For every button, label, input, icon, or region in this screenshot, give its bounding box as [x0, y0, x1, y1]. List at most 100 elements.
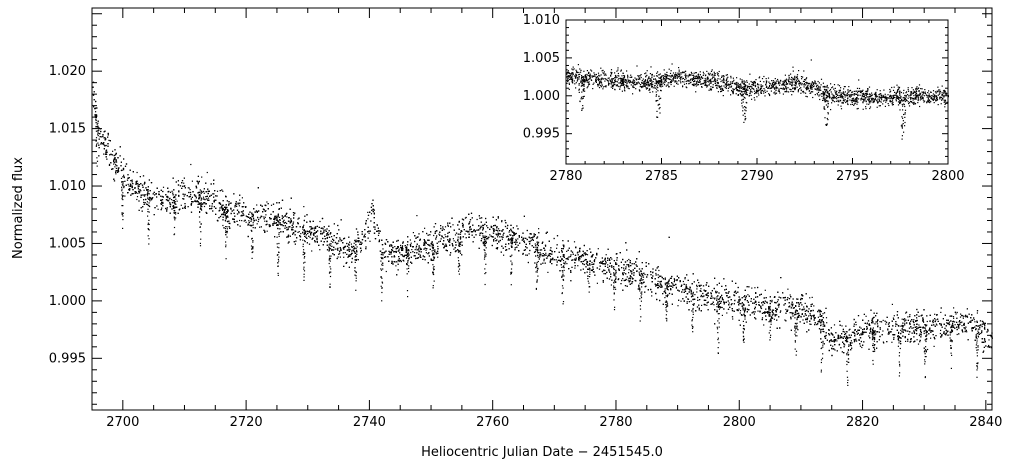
main-data-point [199, 189, 201, 191]
main-data-point [760, 307, 763, 310]
main-data-point [414, 249, 416, 251]
main-data-point [394, 261, 396, 263]
main-data-point [114, 162, 116, 164]
main-data-point [286, 236, 288, 238]
main-data-point [226, 226, 228, 228]
main-data-point [757, 286, 759, 289]
main-data-point [803, 306, 805, 308]
main-data-point [219, 207, 221, 209]
main-data-point [287, 229, 289, 231]
main-data-point [553, 237, 555, 240]
main-data-point [458, 233, 460, 235]
main-data-point [349, 254, 351, 256]
main-data-point [541, 249, 543, 251]
main-data-point [860, 327, 862, 329]
main-data-point [526, 238, 528, 241]
main-data-point [784, 319, 786, 321]
main-data-point [339, 252, 341, 254]
main-data-point [545, 252, 547, 254]
main-data-point [395, 265, 397, 267]
main-data-point [454, 234, 457, 236]
main-data-point [213, 200, 215, 202]
main-data-point [503, 254, 505, 256]
main-data-point [976, 312, 978, 314]
main-data-point [876, 341, 878, 343]
main-data-point [239, 219, 241, 222]
main-data-point [321, 227, 323, 229]
main-data-point [299, 239, 301, 241]
main-data-point [239, 225, 241, 227]
main-data-point [809, 323, 811, 325]
main-data-point [954, 321, 956, 323]
main-data-point [628, 269, 630, 271]
main-data-point [464, 217, 466, 219]
main-data-point [820, 310, 822, 313]
main-data-point [627, 279, 629, 281]
main-data-point [762, 304, 764, 306]
main-data-point [764, 289, 766, 291]
main-data-point [266, 230, 268, 232]
main-data-point [876, 323, 879, 325]
main-data-point [721, 285, 723, 287]
main-data-point [817, 316, 819, 318]
main-data-point [956, 317, 958, 319]
main-data-point [160, 195, 162, 197]
main-data-point [162, 201, 164, 204]
main-data-point [343, 237, 346, 239]
main-data-point [427, 243, 429, 246]
main-data-point [892, 317, 894, 319]
main-data-point [435, 238, 437, 240]
main-data-point [763, 324, 765, 326]
main-data-point [955, 313, 957, 315]
main-data-point [266, 223, 268, 225]
main-data-point [929, 330, 931, 332]
main-data-point [306, 242, 308, 244]
main-data-point [496, 239, 498, 241]
main-data-point [394, 246, 396, 248]
main-data-point [166, 207, 168, 209]
main-data-point [422, 258, 424, 260]
main-data-point [120, 161, 122, 163]
main-data-point [331, 236, 333, 238]
main-data-point [904, 318, 906, 320]
main-data-point [855, 340, 858, 342]
main-data-point [436, 242, 438, 244]
main-data-point [910, 338, 912, 340]
main-data-point [983, 350, 985, 352]
main-data-point [850, 343, 852, 345]
main-data-point [287, 242, 289, 244]
main-data-point [124, 195, 126, 197]
main-data-point [529, 249, 531, 252]
main-data-point [339, 237, 341, 239]
main-data-point [510, 230, 513, 232]
main-data-point [690, 290, 692, 292]
main-data-point [493, 230, 495, 232]
main-data-point [334, 248, 336, 250]
main-data-point [733, 303, 735, 305]
main-data-point [138, 184, 140, 186]
main-data-point [337, 249, 339, 251]
main-data-point [105, 150, 107, 152]
main-data-point [311, 250, 313, 252]
main-data-point [626, 276, 628, 278]
main-data-point [785, 308, 787, 311]
main-data-point [883, 342, 885, 344]
main-data-point [949, 315, 951, 317]
main-data-point [197, 183, 199, 185]
main-data-point [581, 255, 583, 257]
main-data-point [528, 253, 530, 255]
main-data-point [528, 236, 530, 238]
main-data-point [233, 209, 235, 211]
main-data-point [458, 245, 460, 247]
main-data-point [147, 192, 149, 194]
main-data-point [744, 307, 746, 309]
main-data-point [480, 240, 482, 242]
main-data-point [289, 226, 291, 228]
main-data-point [545, 257, 548, 259]
main-data-point [344, 252, 346, 254]
main-data-point [685, 288, 687, 290]
main-data-point [872, 322, 874, 324]
main-data-point [860, 333, 862, 335]
main-data-point [496, 243, 498, 245]
main-data-point [315, 231, 317, 233]
